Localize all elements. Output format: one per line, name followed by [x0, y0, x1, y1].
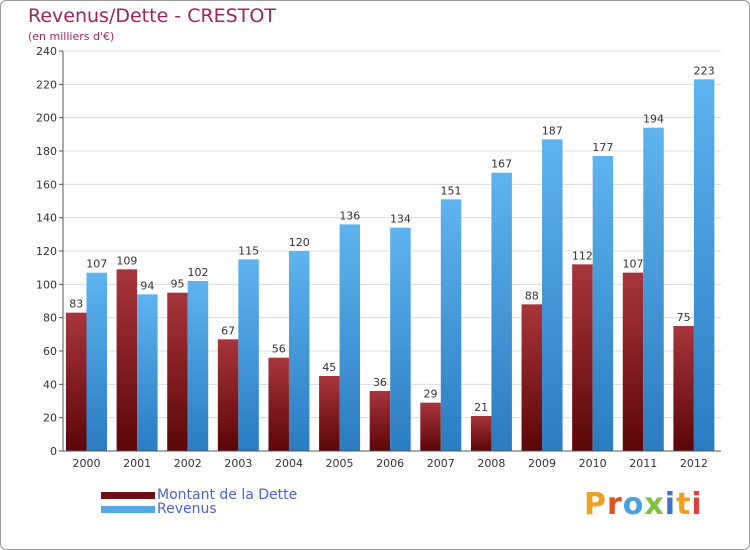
data-label-dette: 112 [572, 249, 593, 262]
data-label-dette: 95 [170, 278, 184, 291]
data-label-revenus: 102 [187, 266, 208, 279]
bar-revenus [238, 259, 259, 451]
bar-dette [470, 416, 492, 451]
y-tick-label: 40 [43, 378, 57, 391]
bar-revenus [288, 251, 310, 451]
y-tick-label: 80 [43, 312, 57, 325]
data-label-revenus: 115 [238, 244, 259, 257]
logo-letter: P [584, 487, 607, 522]
y-tick-label: 220 [36, 78, 57, 91]
legend-swatch-revenus [101, 505, 155, 513]
logo-letter: x [644, 487, 665, 522]
y-tick-label: 140 [36, 212, 57, 225]
data-label-dette: 45 [322, 361, 336, 374]
legend-item-debt: Montant de la Dette [101, 487, 297, 503]
bar-dette [420, 402, 441, 451]
axes-layer: 0 20 40 60 80 100 120 140 160 180 200 220 240 2000 200… [36, 45, 721, 470]
data-label-dette: 107 [623, 258, 644, 271]
data-label-revenus: 151 [441, 184, 462, 197]
bar-dette [622, 272, 644, 451]
bar-dette [167, 292, 188, 451]
proxiti-logo: Proxiti [584, 487, 703, 522]
legend-item-revenus: Revenus [101, 501, 217, 517]
logo-letter: t [676, 487, 692, 522]
x-tick-label: 2002 [174, 457, 202, 470]
bar-revenus [137, 294, 158, 451]
bar-dette [673, 326, 694, 451]
y-tick-label: 120 [36, 245, 57, 258]
x-tick-label: 2003 [224, 457, 252, 470]
data-label-revenus: 194 [643, 113, 664, 126]
y-tick-label: 160 [36, 178, 57, 191]
data-label-revenus: 134 [390, 213, 411, 226]
y-tick-label: 100 [36, 278, 57, 291]
data-label-revenus: 167 [491, 158, 512, 171]
bar-dette [66, 312, 87, 451]
data-label-dette: 67 [221, 324, 235, 337]
bar-revenus [187, 281, 209, 451]
data-label-revenus: 120 [289, 236, 310, 249]
x-tick-label: 2009 [528, 457, 556, 470]
x-tick-label: 2008 [477, 457, 505, 470]
data-label-dette: 83 [69, 298, 83, 311]
y-tick-label: 0 [50, 445, 57, 458]
x-tick-label: 2006 [376, 457, 404, 470]
bar-revenus [339, 224, 361, 451]
chart-title: Revenus/Dette - CRESTOT [28, 5, 276, 27]
y-tick-label: 180 [36, 145, 57, 158]
data-label-revenus: 177 [592, 141, 613, 154]
data-label-revenus: 107 [86, 258, 107, 271]
x-tick-label: 2012 [680, 457, 708, 470]
legend-label-revenus: Revenus [157, 501, 217, 517]
legend-swatch-debt [101, 491, 155, 499]
data-label-revenus: 136 [339, 209, 360, 222]
bar-revenus [491, 172, 512, 451]
bars-layer [66, 79, 715, 452]
data-label-dette: 75 [677, 311, 691, 324]
bar-dette [521, 304, 543, 451]
logo-letter: i [664, 487, 677, 522]
bar-dette [116, 269, 138, 451]
bar-revenus [693, 79, 715, 451]
x-tick-label: 2010 [579, 457, 607, 470]
bar-dette [268, 357, 289, 451]
bar-revenus [542, 139, 563, 452]
data-label-revenus: 223 [694, 64, 715, 77]
data-label-dette: 109 [116, 254, 137, 267]
data-label-dette: 56 [272, 343, 286, 356]
bar-revenus [86, 272, 107, 451]
data-label-revenus: 94 [140, 279, 154, 292]
y-tick-label: 200 [36, 112, 57, 125]
bar-revenus [390, 227, 411, 451]
bar-revenus [643, 127, 664, 452]
data-label-dette: 88 [525, 289, 539, 302]
x-tick-label: 2011 [629, 457, 657, 470]
x-tick-label: 2000 [73, 457, 101, 470]
x-tick-label: 2001 [123, 457, 151, 470]
data-label-dette: 29 [424, 388, 438, 401]
x-tick-label: 2004 [275, 457, 303, 470]
bar-dette [572, 264, 593, 451]
y-tick-label: 240 [36, 45, 57, 58]
legend-label-debt: Montant de la Dette [157, 487, 298, 503]
data-label-revenus: 187 [542, 124, 563, 137]
data-label-dette: 36 [373, 376, 387, 389]
x-tick-label: 2007 [427, 457, 455, 470]
logo-letter: o [622, 487, 645, 522]
y-tick-label: 20 [43, 412, 57, 425]
bar-dette [217, 339, 239, 451]
logo-letter: i [691, 487, 703, 522]
logo-letter: r [607, 487, 623, 522]
bar-dette [319, 376, 340, 451]
x-tick-label: 2005 [326, 457, 354, 470]
y-tick-label: 60 [43, 345, 57, 358]
bar-revenus [440, 199, 462, 451]
data-label-dette: 21 [474, 401, 488, 414]
bar-dette [369, 391, 391, 451]
chart-subtitle: (en milliers d'€) [28, 30, 115, 43]
bar-revenus [592, 156, 614, 451]
